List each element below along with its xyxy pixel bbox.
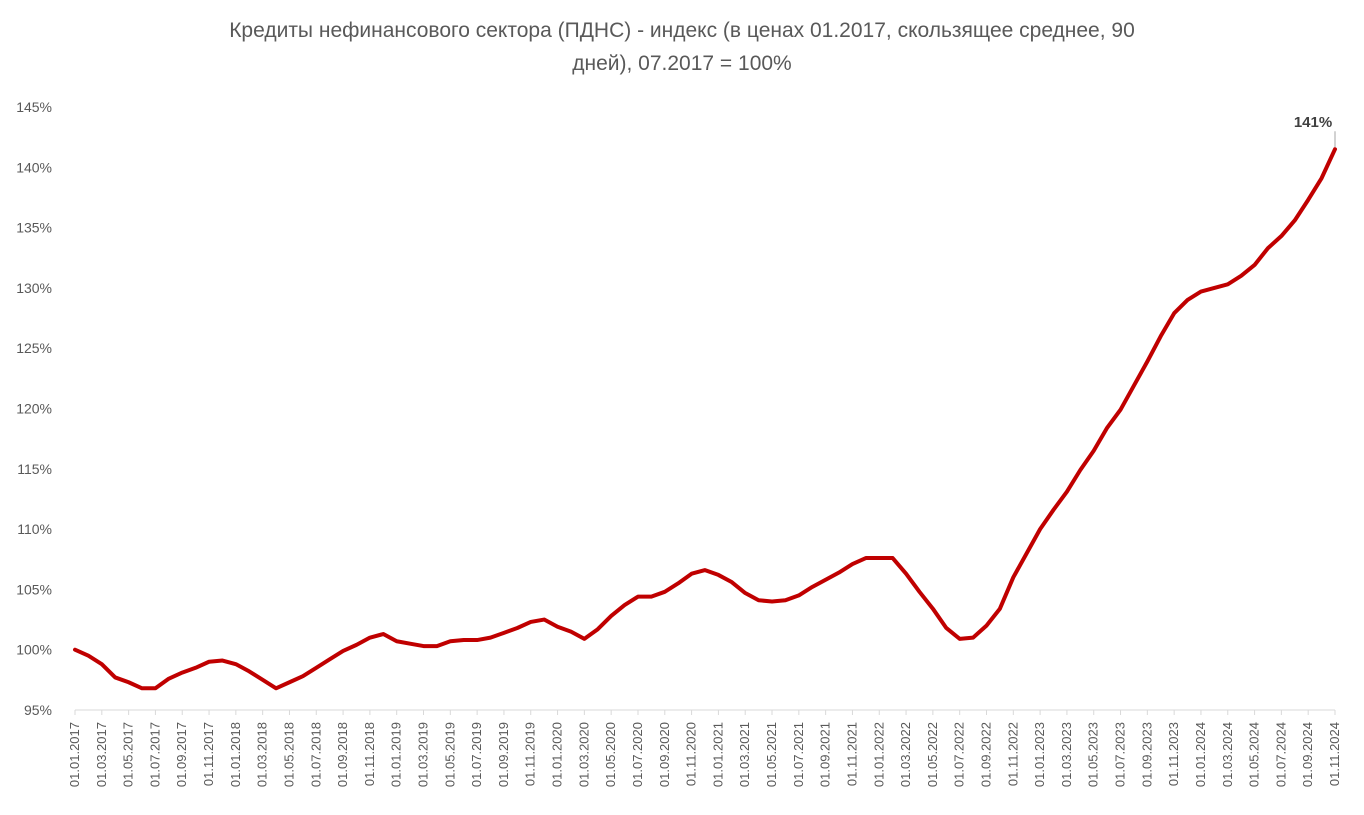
x-tick-label: 01.01.2017	[67, 722, 82, 787]
x-tick-label: 01.07.2017	[147, 722, 162, 787]
x-tick-label: 01.05.2018	[281, 722, 296, 787]
y-tick-label: 135%	[16, 220, 52, 236]
x-tick-label: 01.11.2021	[844, 722, 859, 786]
x-tick-label: 01.01.2022	[871, 722, 886, 787]
x-tick-label: 01.07.2022	[952, 722, 967, 787]
x-tick-label: 01.05.2019	[442, 722, 457, 787]
x-tick-label: 01.09.2024	[1300, 722, 1315, 787]
y-tick-label: 120%	[16, 401, 52, 417]
x-tick-label: 01.09.2017	[174, 722, 189, 787]
x-tick-label: 01.09.2021	[818, 722, 833, 787]
x-tick-label: 01.09.2022	[978, 722, 993, 787]
x-tick-label: 01.03.2020	[576, 722, 591, 787]
x-tick-label: 01.03.2024	[1220, 722, 1235, 787]
y-tick-label: 140%	[16, 159, 52, 175]
y-tick-label: 105%	[16, 581, 52, 597]
last-value-label: 141%	[1294, 114, 1332, 131]
x-tick-label: 01.03.2018	[255, 722, 270, 787]
x-tick-label: 01.01.2018	[228, 722, 243, 787]
x-tick-label: 01.01.2021	[710, 722, 725, 787]
x-tick-label: 01.11.2018	[362, 722, 377, 786]
x-tick-label: 01.05.2021	[764, 722, 779, 787]
x-tick-label: 01.11.2022	[1005, 722, 1020, 786]
x-tick-label: 01.07.2023	[1113, 722, 1128, 787]
x-tick-label: 01.01.2020	[550, 722, 565, 787]
y-tick-label: 130%	[16, 280, 52, 296]
x-tick-label: 01.05.2022	[925, 722, 940, 787]
x-tick-label: 01.09.2020	[657, 722, 672, 787]
x-tick-label: 01.11.2019	[523, 722, 538, 786]
x-tick-label: 01.07.2024	[1273, 722, 1288, 787]
series-group	[73, 147, 1337, 691]
x-tick-label: 01.07.2021	[791, 722, 806, 787]
x-tick-label: 01.11.2023	[1166, 722, 1181, 786]
x-tick-label: 01.03.2019	[416, 722, 431, 787]
chart-title: Кредиты нефинансового сектора (ПДНС) - и…	[0, 14, 1364, 80]
x-tick-label: 01.07.2020	[630, 722, 645, 787]
y-tick-label: 115%	[17, 461, 52, 477]
y-tick-label: 145%	[16, 99, 52, 115]
x-tick-label: 01.09.2018	[335, 722, 350, 787]
y-tick-label: 95%	[24, 702, 52, 718]
x-tick-label: 01.07.2018	[308, 722, 323, 787]
y-axis-ticks: 95% 100% 105% 110% 115% 120% 125% 130% 135% 140% 1…	[16, 99, 52, 718]
x-tick-label: 01.01.2024	[1193, 722, 1208, 787]
x-tick-label: 01.01.2023	[1032, 722, 1047, 787]
x-tick-label: 01.05.2020	[603, 722, 618, 787]
x-tick-label: 01.03.2017	[94, 722, 109, 787]
x-tick-label: 01.11.2017	[201, 722, 216, 786]
x-tick-label: 01.03.2023	[1059, 722, 1074, 787]
chart-title-line-1: Кредиты нефинансового сектора (ПДНС) - и…	[229, 19, 1135, 42]
x-tick-label: 01.05.2024	[1247, 722, 1262, 787]
x-axis-ticks: 01.01.2017 01.03.2017 01.05.2017 01.07.2017…	[67, 710, 1342, 787]
x-tick-label: 01.05.2017	[121, 722, 136, 787]
x-tick-label: 01.11.2020	[684, 722, 699, 786]
x-tick-label: 01.01.2019	[389, 722, 404, 787]
series-line	[73, 147, 1337, 691]
x-tick-label: 01.09.2023	[1139, 722, 1154, 787]
x-tick-label: 01.11.2024	[1327, 722, 1342, 786]
x-tick-label: 01.09.2019	[496, 722, 511, 787]
annotations: 141%	[1294, 114, 1336, 148]
y-tick-label: 125%	[16, 340, 52, 356]
x-tick-label: 01.07.2019	[469, 722, 484, 787]
y-tick-label: 110%	[17, 521, 52, 537]
x-tick-label: 01.03.2022	[898, 722, 913, 787]
chart-title-line-2: дней), 07.2017 = 100%	[572, 52, 792, 75]
y-tick-label: 100%	[16, 642, 52, 658]
x-tick-label: 01.03.2021	[737, 722, 752, 787]
x-tick-label: 01.05.2023	[1086, 722, 1101, 787]
